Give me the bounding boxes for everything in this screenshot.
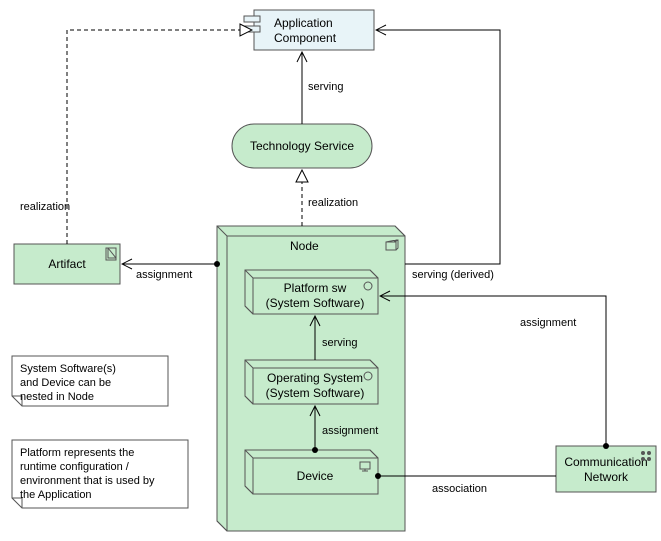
technology-service: Technology Service (232, 124, 372, 168)
device-label: Device (297, 469, 334, 483)
tech-service-label: Technology Service (250, 139, 354, 153)
communication-network: Communication Network (556, 446, 656, 492)
platform-sw: Platform sw (System Software) (245, 270, 378, 314)
note-2: Platform represents the runtime configur… (12, 440, 188, 508)
note2-line1: Platform represents the (20, 447, 134, 459)
note1-line1: System Software(s) (20, 363, 116, 375)
note2-line4: the Application (20, 489, 92, 501)
device: Device (245, 450, 378, 494)
note-1: System Software(s) and Device can be nes… (12, 356, 168, 406)
artifact: Artifact (14, 244, 120, 284)
edge-realization2-label: realization (308, 197, 358, 209)
edge-serving-derived-label: serving (derived) (412, 269, 494, 281)
edge-serving1-label: serving (308, 81, 343, 93)
artifact-label: Artifact (48, 257, 86, 271)
edge-assignment1-label: assignment (136, 269, 192, 281)
note1-line3: nested in Node (20, 391, 94, 403)
app-component-label1: Application (274, 16, 333, 30)
note1-line2: and Device can be (20, 377, 111, 389)
edge-assignment2-label: assignment (322, 425, 378, 437)
platform-sw-label2: (System Software) (266, 296, 365, 310)
edge-realization-1 (67, 30, 252, 244)
platform-sw-label1: Platform sw (284, 281, 347, 295)
comm-network-label2: Network (584, 470, 629, 484)
os-label1: Operating System (267, 371, 363, 385)
edge-realization1-label: realization (20, 201, 70, 213)
edge-serving2-label: serving (322, 337, 357, 349)
note2-line2: runtime configuration / (20, 461, 130, 473)
os-label2: (System Software) (266, 386, 365, 400)
note2-line3: environment that is used by (20, 475, 155, 487)
edge-assignment3-label: assignment (520, 317, 576, 329)
edge-association-label: association (432, 483, 487, 495)
node-label: Node (290, 239, 319, 253)
application-component: Application Component (244, 10, 374, 50)
comm-network-label1: Communication (564, 455, 647, 469)
operating-system: Operating System (System Software) (245, 360, 378, 404)
app-component-label2: Component (274, 31, 337, 45)
